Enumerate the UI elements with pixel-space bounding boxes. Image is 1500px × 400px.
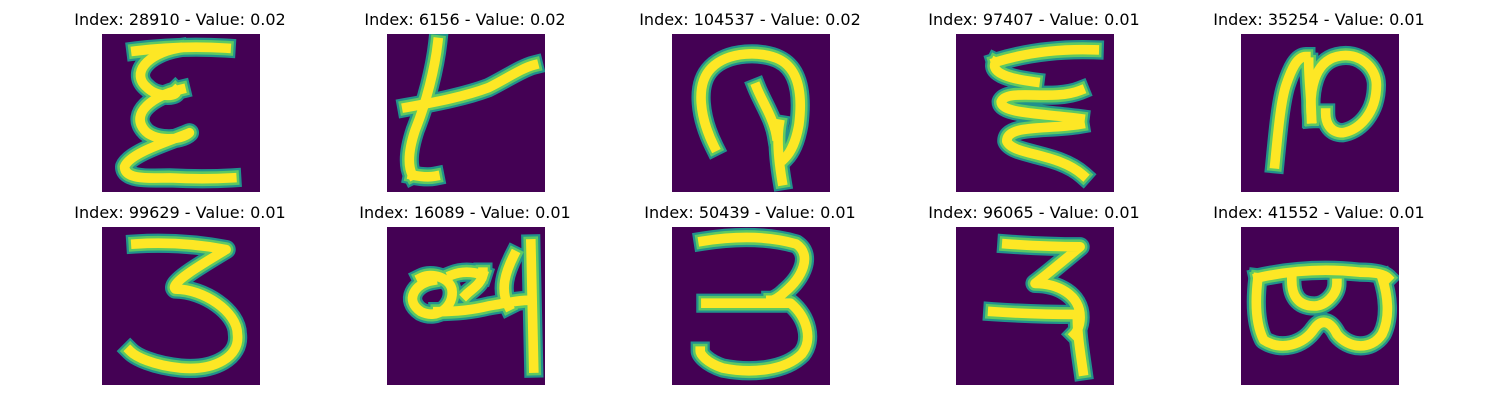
stroke-core: [695, 298, 813, 376]
image-title: Index: 41552 - Value: 0.01: [1213, 203, 1425, 222]
digit-image: [956, 34, 1114, 192]
digit-image: [102, 227, 260, 385]
stroke-core: [1251, 271, 1393, 351]
image-panel: Index: 28910 - Value: 0.02: [50, 10, 310, 196]
stroke-core: [459, 267, 488, 302]
stroke-core: [773, 118, 788, 187]
image-panel: Index: 97407 - Value: 0.01: [904, 10, 1164, 196]
digit-image: [387, 34, 545, 192]
stroke-core: [1072, 312, 1089, 377]
stroke-core: [1286, 275, 1342, 311]
image-panel: Index: 41552 - Value: 0.01: [1189, 203, 1449, 389]
stroke-core: [1001, 118, 1090, 182]
stroke-core: [432, 295, 533, 317]
stroke-core: [1269, 51, 1311, 170]
stroke-core: [123, 238, 243, 374]
stroke-core: [697, 232, 810, 306]
image-title: Index: 50439 - Value: 0.01: [644, 203, 856, 222]
image-panel: Index: 50439 - Value: 0.01: [620, 203, 880, 389]
stroke-core: [119, 83, 237, 184]
image-title: Index: 28910 - Value: 0.02: [74, 10, 286, 29]
stroke-core: [1306, 50, 1382, 138]
image-title: Index: 104537 - Value: 0.02: [639, 10, 861, 29]
image-title: Index: 99629 - Value: 0.01: [74, 203, 286, 222]
image-title: Index: 35254 - Value: 0.01: [1213, 10, 1425, 29]
stroke-core: [525, 239, 539, 373]
image-panel: Index: 96065 - Value: 0.01: [904, 203, 1164, 389]
stroke-core: [499, 248, 521, 313]
digit-image: [387, 227, 545, 385]
stroke-core: [404, 37, 444, 182]
image-title: Index: 96065 - Value: 0.01: [928, 203, 1140, 222]
image-panel: Index: 99629 - Value: 0.01: [50, 203, 310, 389]
digit-image: [672, 227, 830, 385]
digit-image: [102, 34, 260, 192]
image-panel: Index: 104537 - Value: 0.02: [620, 10, 880, 196]
digit-image: [956, 227, 1114, 385]
stroke-core: [996, 84, 1087, 124]
stroke-core: [401, 59, 540, 113]
stroke-core: [406, 169, 441, 182]
digit-image: [672, 34, 830, 192]
digit-image: [1241, 34, 1399, 192]
stroke-core: [696, 49, 806, 165]
image-panel: Index: 35254 - Value: 0.01: [1189, 10, 1449, 196]
digit-image: [1241, 227, 1399, 385]
image-panel: Index: 16089 - Value: 0.01: [335, 203, 595, 389]
stroke-core: [987, 306, 1080, 320]
image-title: Index: 6156 - Value: 0.02: [364, 10, 566, 29]
stroke-core: [989, 44, 1100, 69]
image-panel: Index: 6156 - Value: 0.02: [335, 10, 595, 196]
image-title: Index: 16089 - Value: 0.01: [359, 203, 571, 222]
stroke-core: [989, 55, 1041, 88]
image-title: Index: 97407 - Value: 0.01: [928, 10, 1140, 29]
